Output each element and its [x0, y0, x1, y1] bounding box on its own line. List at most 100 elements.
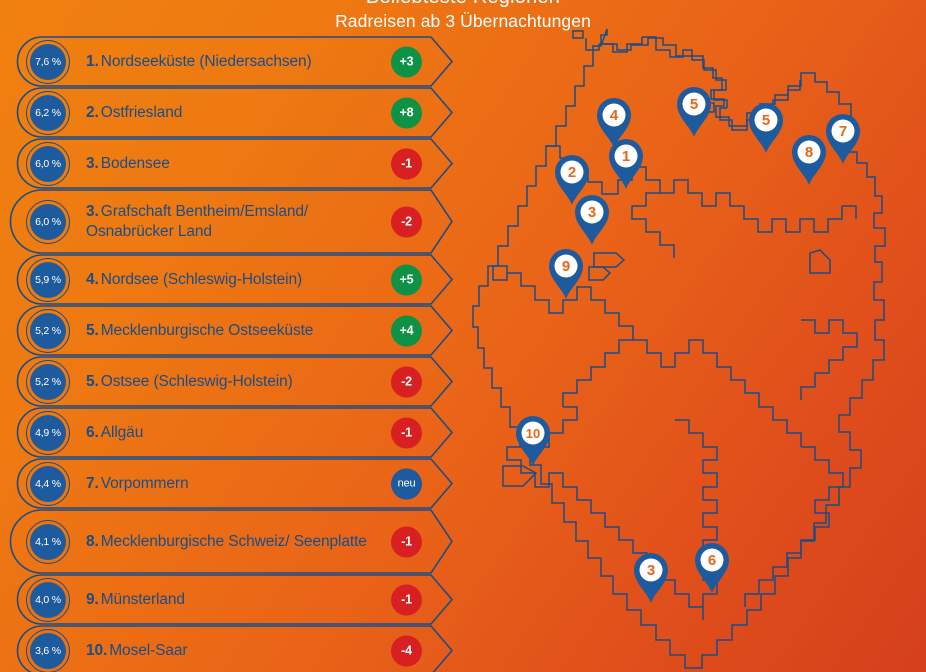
- percentage-value: 4,1 %: [30, 523, 66, 560]
- germany-outline: [472, 28, 886, 669]
- map-pin-number: 5: [690, 96, 698, 113]
- ranking-row: 4,4 % 7. Vorpommern neu: [0, 458, 470, 509]
- region-name: Ostfriesland: [100, 103, 183, 121]
- map-pin[interactable]: 5: [749, 103, 783, 153]
- row-arrow-shape: [9, 509, 453, 574]
- rank-number: 5.: [86, 372, 99, 390]
- germany-map: 4 5 5 7 8 1 2 3 9 10 3 6: [470, 0, 926, 672]
- map-pin-number: 6: [708, 552, 716, 569]
- row-arrow-shape: [9, 189, 453, 254]
- map-pin[interactable]: 10: [516, 416, 550, 466]
- rank-number: 5.: [86, 321, 99, 339]
- percentage-value: 6,0 %: [30, 203, 66, 240]
- change-badge: -2: [391, 366, 422, 397]
- map-pin-number: 8: [805, 144, 813, 161]
- change-badge: +5: [391, 264, 422, 295]
- row-arrow-shape: [16, 625, 454, 672]
- ranking-row: 5,2 % 5. Ostsee (Schleswig-Holstein) -2: [0, 356, 470, 407]
- change-badge: +3: [391, 46, 422, 77]
- region-label: 6. Allgäu: [86, 423, 376, 443]
- ranking-row: 7,6 % 1. Nordseeküste (Niedersachsen) +3: [0, 36, 470, 87]
- change-badge: -1: [391, 148, 422, 179]
- row-arrow-shape: [16, 458, 454, 509]
- row-arrow-shape: [16, 36, 454, 87]
- row-arrow-shape: [16, 138, 454, 189]
- ranking-row: 6,0 % 3. Bodensee -1: [0, 138, 470, 189]
- ranking-row: 4,9 % 6. Allgäu -1: [0, 407, 470, 458]
- state-borders: [492, 30, 858, 620]
- rank-number: 9.: [86, 590, 99, 608]
- percentage-badge: 5,9 %: [26, 257, 70, 302]
- map-pin-number: 7: [839, 123, 847, 140]
- rank-number: 7.: [86, 474, 99, 492]
- rank-number: 4.: [86, 270, 99, 288]
- map-pin-number: 2: [568, 164, 576, 181]
- ranking-row: 3,6 % 10. Mosel-Saar -4: [0, 625, 470, 672]
- row-arrow-shape: [16, 356, 454, 407]
- change-badge: -1: [391, 526, 422, 557]
- rank-number: 6.: [86, 423, 99, 441]
- percentage-value: 6,2 %: [30, 94, 66, 131]
- map-pin[interactable]: 6: [695, 543, 729, 593]
- change-badge: +8: [391, 97, 422, 128]
- region-name: Nordseeküste (Niedersachsen): [100, 52, 312, 70]
- map-pin-number: 1: [622, 148, 630, 165]
- percentage-badge: 5,2 %: [26, 359, 70, 404]
- region-label: 9. Münsterland: [86, 590, 376, 610]
- rank-number: 8.: [86, 532, 99, 550]
- percentage-badge: 7,6 %: [26, 39, 70, 84]
- map-pin[interactable]: 5: [677, 87, 711, 137]
- map-pin[interactable]: 7: [826, 114, 860, 164]
- change-badge: -2: [391, 206, 422, 237]
- change-badge: -1: [391, 584, 422, 615]
- region-name: Vorpommern: [100, 474, 189, 492]
- change-badge: -1: [391, 417, 422, 448]
- percentage-value: 4,4 %: [30, 465, 66, 502]
- row-arrow-shape: [16, 87, 454, 138]
- row-arrow-shape: [16, 574, 454, 625]
- rank-number: 3.: [86, 154, 99, 172]
- map-pin[interactable]: 3: [634, 553, 668, 603]
- percentage-badge: 3,6 %: [26, 628, 70, 672]
- region-label: 4. Nordsee (Schleswig-Holstein): [86, 270, 376, 290]
- percentage-badge: 6,2 %: [26, 90, 70, 135]
- map-pin[interactable]: 9: [549, 249, 583, 299]
- map-pin[interactable]: 1: [609, 139, 643, 189]
- region-label: 5. Mecklenburgische Ostseeküste: [86, 321, 376, 341]
- change-badge: -4: [391, 635, 422, 666]
- map-pin-number: 3: [588, 204, 596, 221]
- row-arrow-shape: [16, 305, 454, 356]
- region-name: Allgäu: [100, 423, 144, 441]
- map-pin-number: 9: [562, 258, 570, 275]
- map-pin[interactable]: 4: [597, 98, 631, 148]
- region-label: 8. Mecklenburgische Schweiz/ Seenplatte: [86, 532, 376, 552]
- map-pin-number: 3: [647, 562, 655, 579]
- region-name: Nordsee (Schleswig-Holstein): [100, 270, 303, 288]
- percentage-value: 5,9 %: [30, 261, 66, 298]
- percentage-badge: 4,1 %: [26, 519, 70, 564]
- ranking-row: 4,0 % 9. Münsterland -1: [0, 574, 470, 625]
- region-label: 5. Ostsee (Schleswig-Holstein): [86, 372, 376, 392]
- map-pin[interactable]: 3: [575, 195, 609, 245]
- region-label: 1. Nordseeküste (Niedersachsen): [86, 52, 376, 72]
- row-arrow-shape: [16, 407, 454, 458]
- row-arrow-shape: [16, 254, 454, 305]
- rank-number: 1.: [86, 52, 99, 70]
- percentage-badge: 4,0 %: [26, 577, 70, 622]
- percentage-value: 4,0 %: [30, 581, 66, 618]
- region-name: Mecklenburgische Schweiz/ Seenplatte: [100, 532, 367, 550]
- region-label: 2. Ostfriesland: [86, 103, 376, 123]
- ranking-list: 7,6 % 1. Nordseeküste (Niedersachsen) +3 6,2…: [0, 36, 470, 672]
- percentage-value: 4,9 %: [30, 414, 66, 451]
- map-pin[interactable]: 8: [792, 135, 826, 185]
- percentage-badge: 4,9 %: [26, 410, 70, 455]
- percentage-value: 5,2 %: [30, 312, 66, 349]
- ranking-row: 6,2 % 2. Ostfriesland +8: [0, 87, 470, 138]
- map-pin[interactable]: 2: [555, 155, 589, 205]
- change-badge: neu: [391, 468, 422, 499]
- region-name: Grafschaft Bentheim/Emsland/ Osnabrücker…: [86, 202, 309, 240]
- region-label: 10. Mosel-Saar: [86, 641, 376, 661]
- percentage-badge: 6,0 %: [26, 141, 70, 186]
- map-pin-number: 10: [526, 426, 540, 441]
- percentage-badge: 6,0 %: [26, 199, 70, 244]
